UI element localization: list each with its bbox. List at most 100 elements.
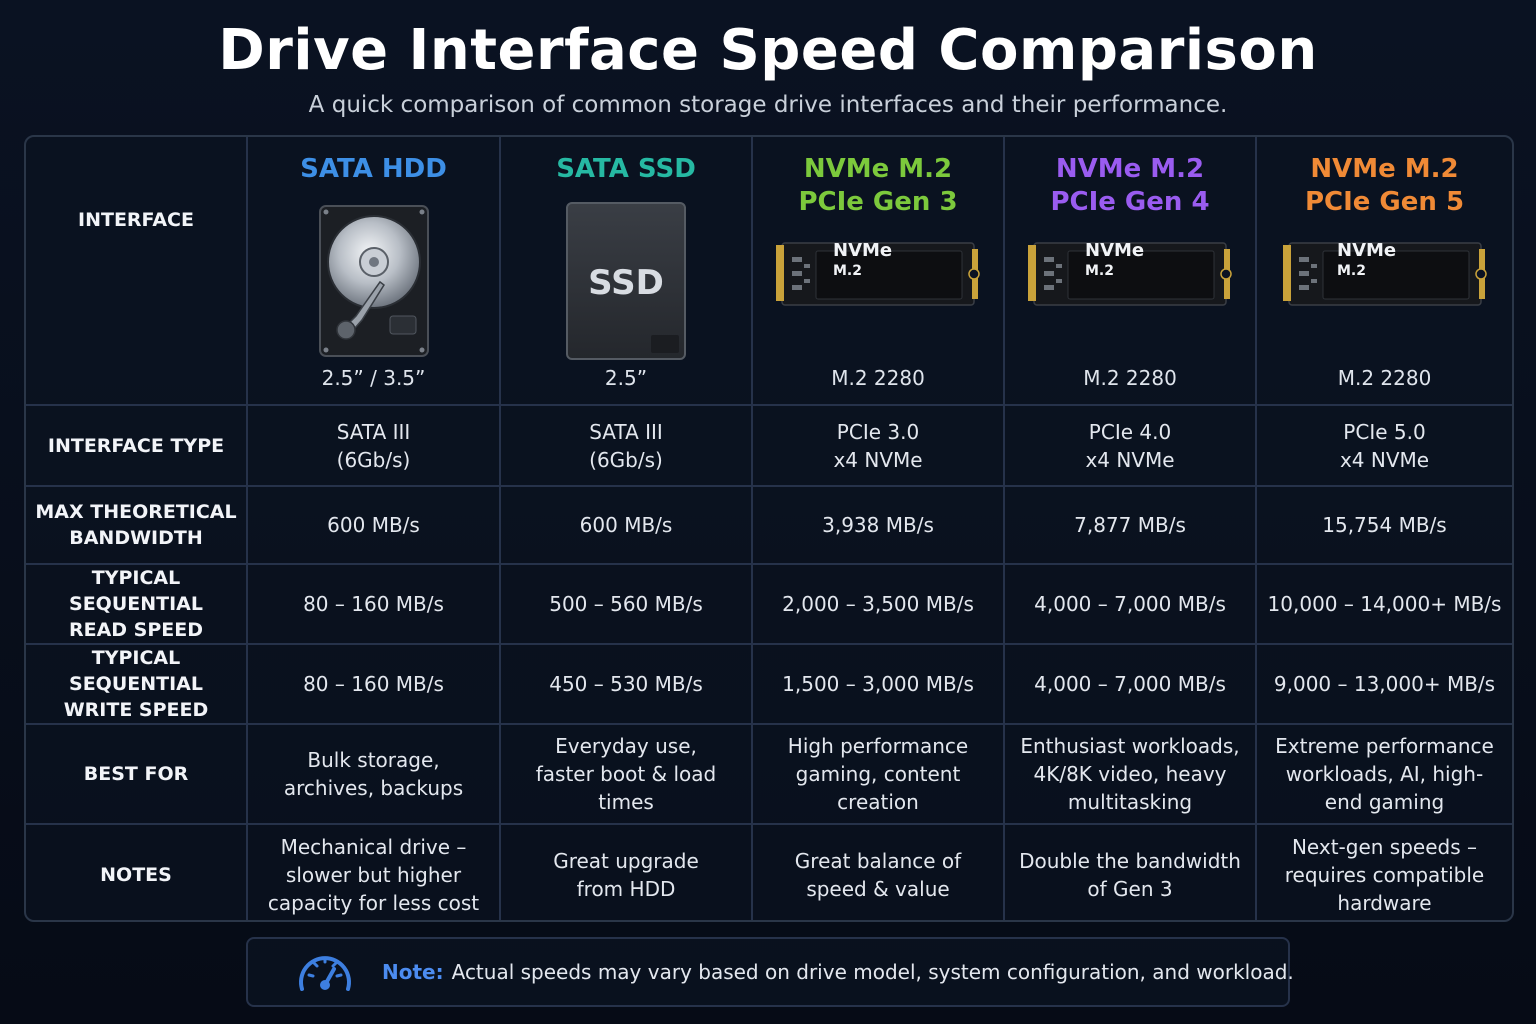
- nvme-label: NVMe M.2: [1085, 241, 1144, 281]
- table-cell: Next-gen speeds – requires compatible hard…: [1255, 823, 1512, 920]
- nvme-label-bottom: M.2: [1085, 263, 1114, 279]
- nvme-label-top: NVMe: [1085, 240, 1145, 261]
- nvme-image: NVMe M.2: [759, 227, 997, 319]
- cell-line: Everyday use,: [555, 734, 697, 758]
- drive-name: NVMe M.2 PCIe Gen 5: [1263, 153, 1506, 223]
- cell-line: 1,500 – 3,000 MB/s: [782, 672, 974, 696]
- table-row: TYPICAL SEQUENTIAL WRITE SPEED 80 – 160 M…: [26, 643, 1512, 725]
- nvme-label-bottom: M.2: [833, 263, 862, 279]
- table-cell: PCIe 4.0 x4 NVMe: [1003, 404, 1257, 487]
- row-label-line1: MAX THEORETICAL: [35, 501, 237, 523]
- cell-line: 9,000 – 13,000+ MB/s: [1273, 672, 1496, 696]
- row-label: TYPICAL SEQUENTIAL WRITE SPEED: [26, 643, 248, 725]
- table-cell: SATA III (6Gb/s): [499, 404, 753, 487]
- table-row: BEST FOR Bulk storage, archives, backups …: [26, 723, 1512, 825]
- note-box: Note: Actual speeds may vary based on dri…: [246, 937, 1294, 1007]
- table-cell: PCIe 5.0 x4 NVMe: [1255, 404, 1512, 487]
- table-cell: Double the bandwidth of Gen 3: [1003, 823, 1257, 920]
- table-row: INTERFACE TYPE SATA III (6Gb/s) SATA III (…: [26, 404, 1512, 487]
- row-label: INTERFACE TYPE: [26, 404, 248, 487]
- cell-line: Double the bandwidth: [1019, 848, 1241, 873]
- cell-line: Next-gen speeds –: [1291, 834, 1478, 859]
- table-cell: Everyday use, faster boot & load times: [499, 723, 753, 825]
- cell-line: 600 MB/s: [327, 513, 420, 537]
- table-cell: 450 – 530 MB/s: [499, 643, 753, 725]
- table-cell: 15,754 MB/s: [1255, 485, 1512, 565]
- table-cell: 4,000 – 7,000 MB/s: [1003, 563, 1257, 645]
- cell-line: 7,877 MB/s: [1074, 513, 1186, 537]
- table-cell: 600 MB/s: [499, 485, 753, 565]
- cell-line: Great balance of: [794, 848, 962, 873]
- cell-line: 450 – 530 MB/s: [549, 672, 703, 696]
- cell-line: workloads, AI, high-: [1285, 762, 1484, 786]
- nvme-label-top: NVMe: [1337, 240, 1397, 261]
- table-cell: 500 – 560 MB/s: [499, 563, 753, 645]
- table-cell: Great upgrade from HDD: [499, 823, 753, 920]
- table-cell: Enthusiast workloads, 4K/8K video, heavy m…: [1003, 723, 1257, 825]
- cell-line: (6Gb/s): [589, 447, 663, 472]
- cell-line: 80 – 160 MB/s: [303, 592, 444, 616]
- drive-name-line1: NVMe M.2: [803, 154, 953, 184]
- cell-line: 2,000 – 3,500 MB/s: [782, 592, 974, 616]
- drive-name-line1: NVMe M.2: [1310, 154, 1459, 184]
- column-header-nvme-gen4: NVMe M.2 PCIe Gen 4 NVMe M.2: [1003, 137, 1257, 406]
- nvme-label-top: NVMe: [833, 240, 893, 261]
- table-row: TYPICAL SEQUENTIAL READ SPEED 80 – 160 MB…: [26, 563, 1512, 645]
- table-cell: Great balance of speed & value: [751, 823, 1005, 920]
- cell-line: 4,000 – 7,000 MB/s: [1034, 672, 1226, 696]
- cell-line: 10,000 – 14,000+ MB/s: [1267, 592, 1502, 616]
- row-label-line2: WRITE SPEED: [63, 699, 209, 721]
- column-header-sata-ssd: SATA SSD SSD: [499, 137, 753, 406]
- cell-line: 15,754 MB/s: [1322, 513, 1447, 537]
- cell-line: x4 NVMe: [833, 447, 923, 472]
- nvme-image: NVMe M.2: [1263, 227, 1506, 319]
- cell-line: Bulk storage,: [307, 748, 440, 772]
- cell-line: SATA III: [336, 419, 411, 444]
- drive-name: NVMe M.2 PCIe Gen 4: [1011, 153, 1249, 223]
- nvme-image: NVMe M.2: [1011, 227, 1249, 319]
- cell-line: 4K/8K video, heavy: [1033, 762, 1227, 786]
- ssd-label: SSD: [588, 263, 664, 303]
- cell-line: capacity for less cost: [267, 890, 480, 915]
- form-factor: M.2 2280: [831, 366, 925, 390]
- cell-line: PCIe 5.0: [1343, 419, 1426, 444]
- ssd-image: SSD: [507, 201, 745, 361]
- form-factor: M.2 2280: [1337, 366, 1432, 390]
- row-label-line2: BANDWIDTH: [69, 527, 203, 549]
- cell-line: 600 MB/s: [579, 513, 673, 537]
- cell-line: SATA III: [589, 419, 663, 444]
- cell-line: x4 NVMe: [1339, 447, 1430, 472]
- table-cell: 80 – 160 MB/s: [246, 563, 501, 645]
- table-cell: 600 MB/s: [246, 485, 501, 565]
- drive-name-line1: SATA SSD: [556, 154, 696, 184]
- cell-line: slower but higher: [285, 862, 462, 887]
- header-row: INTERFACE SATA HDD: [26, 137, 1512, 406]
- table-cell: Bulk storage, archives, backups: [246, 723, 501, 825]
- cell-line: x4 NVMe: [1085, 447, 1175, 472]
- table-cell: 2,000 – 3,500 MB/s: [751, 563, 1005, 645]
- cell-line: 3,938 MB/s: [822, 513, 934, 537]
- cell-line: of Gen 3: [1087, 876, 1173, 901]
- table-cell: 9,000 – 13,000+ MB/s: [1255, 643, 1512, 725]
- drive-name-line2: PCIe Gen 4: [1050, 187, 1210, 217]
- cell-line: (6Gb/s): [336, 447, 411, 472]
- row-label-line2: READ SPEED: [68, 619, 204, 641]
- cell-line: Great upgrade: [553, 848, 699, 873]
- row-label: BEST FOR: [26, 723, 248, 825]
- cell-line: gaming, content: [795, 762, 961, 786]
- table-cell: 80 – 160 MB/s: [246, 643, 501, 725]
- table-row: NOTES Mechanical drive – slower but highe…: [26, 823, 1512, 920]
- form-factor: M.2 2280: [1083, 366, 1177, 390]
- table-cell: PCIe 3.0 x4 NVMe: [751, 404, 1005, 487]
- table-cell: High performance gaming, content creation: [751, 723, 1005, 825]
- cell-line: Enthusiast workloads,: [1020, 734, 1240, 758]
- cell-line: Extreme performance: [1275, 734, 1494, 758]
- table-cell: 1,500 – 3,000 MB/s: [751, 643, 1005, 725]
- form-factor: 2.5”: [604, 366, 648, 390]
- cell-line: faster boot & load: [535, 762, 717, 786]
- cell-line: High performance: [787, 734, 969, 758]
- row-label: TYPICAL SEQUENTIAL READ SPEED: [26, 563, 248, 645]
- note-body: Actual speeds may vary based on drive mo…: [451, 960, 1294, 984]
- cell-line: speed & value: [806, 876, 950, 901]
- cell-line: multitasking: [1067, 790, 1193, 814]
